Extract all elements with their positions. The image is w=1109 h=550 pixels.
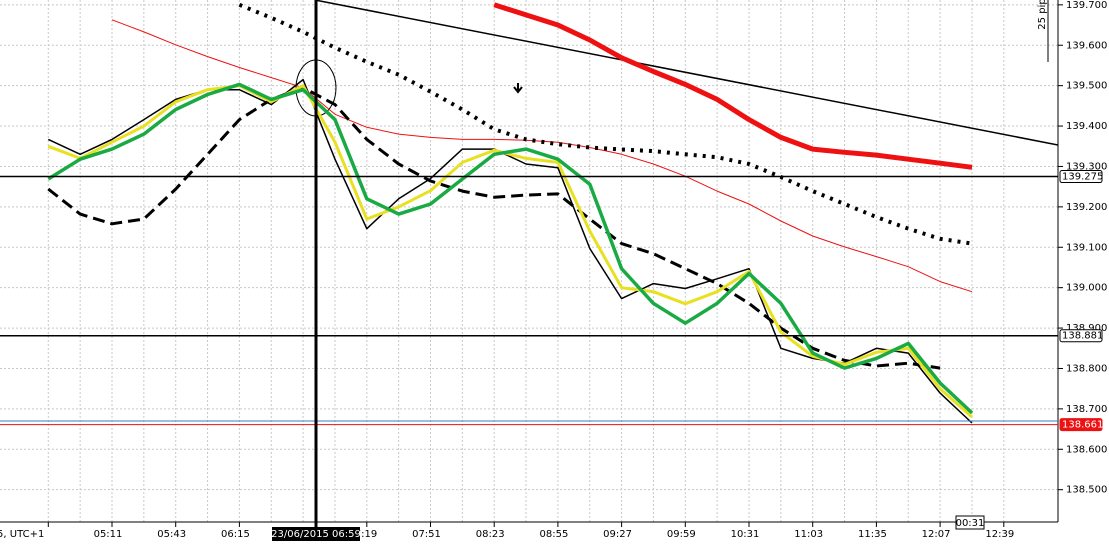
time-axis: [0, 522, 1058, 546]
cursor-time-label: 23/06/2015 06:59: [271, 529, 361, 540]
x-tick-label: 12:39: [985, 529, 1014, 540]
y-tick-label: 138.800: [1066, 363, 1107, 374]
series-line: [238, 2, 973, 246]
arrow-marker: [513, 83, 523, 94]
y-tick-label: 138.900: [1066, 323, 1107, 334]
cursor-time-box: [272, 527, 360, 541]
level-label-box: [1059, 170, 1103, 184]
level-label-box: [1059, 418, 1103, 432]
series-line: [47, 82, 974, 415]
y-tick-label: 139.600: [1066, 40, 1107, 51]
grid: [0, 0, 1058, 522]
price-axis: [1058, 0, 1109, 546]
level-label: 138.661: [1062, 420, 1103, 431]
y-tick-label: 138.700: [1066, 404, 1107, 415]
x-tick-label: 09:59: [667, 529, 696, 540]
x-tick-label: 11:35: [858, 529, 887, 540]
plot-area: [47, 0, 1058, 424]
y-tick-label: 139.200: [1066, 202, 1107, 213]
timer-box: [955, 515, 985, 530]
level-label: 138.881: [1062, 331, 1103, 342]
y-tick-label: 139.100: [1066, 242, 1107, 253]
trend-line: [314, 0, 1058, 146]
x-tick-label: 12:07: [922, 529, 951, 540]
y-tick-label: 138.500: [1066, 485, 1107, 496]
x-tick-label: 2015, UTC+1: [0, 529, 44, 540]
y-tick-label: 139.300: [1066, 161, 1107, 172]
x-tick-label: 05:11: [94, 529, 123, 540]
series-line: [493, 2, 973, 170]
timer-label: 00:31: [956, 518, 985, 529]
x-tick-label: 06:15: [221, 529, 250, 540]
y-tick-label: 139.700: [1066, 0, 1107, 11]
y-tick-label: 139.000: [1066, 283, 1107, 294]
x-tick-label: 09:27: [603, 529, 632, 540]
x-tick-label: 11:03: [794, 529, 823, 540]
y-tick-label: 139.500: [1066, 81, 1107, 92]
x-tick-label: 10:31: [731, 529, 760, 540]
series-line: [47, 86, 941, 370]
x-tick-label: 05:43: [157, 529, 186, 540]
ruler-label: 25 pip: [1037, 0, 1048, 30]
x-tick-label: 08:55: [539, 529, 568, 540]
level-label: 139.275: [1062, 172, 1103, 183]
y-tick-label: 139.400: [1066, 121, 1107, 132]
y-tick-label: 138.600: [1066, 444, 1107, 455]
x-tick-label: 07:51: [412, 529, 441, 540]
x-tick-label: 08:23: [476, 529, 505, 540]
series-line: [47, 84, 973, 419]
level-label-box: [1059, 329, 1103, 343]
x-tick-label: 07:19: [348, 529, 377, 540]
